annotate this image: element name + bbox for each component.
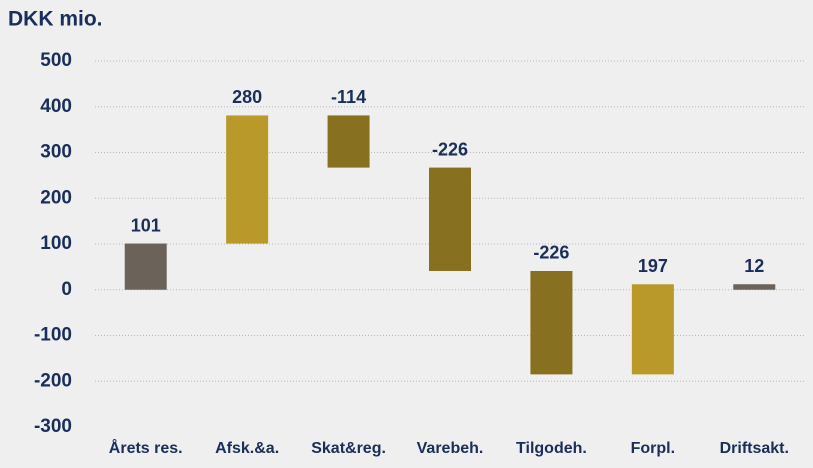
value-label: -226 (533, 243, 569, 263)
bar (124, 243, 167, 290)
value-label: -226 (432, 139, 468, 159)
x-tick-label: Tilgodeh. (516, 440, 587, 457)
x-tick-label: Skat&reg. (311, 440, 386, 457)
y-tick-label: -100 (34, 325, 72, 346)
bar (327, 115, 370, 168)
y-tick-label: -200 (34, 370, 72, 391)
bar (631, 284, 674, 375)
y-tick-label: 100 (40, 233, 72, 254)
y-tick-label: -300 (34, 416, 72, 437)
value-label: 280 (232, 87, 262, 107)
x-tick-label: Årets res. (109, 438, 183, 457)
value-label: 197 (638, 256, 668, 276)
value-label: 101 (131, 215, 161, 235)
bar (530, 270, 573, 375)
y-tick-label: 300 (40, 142, 72, 163)
y-tick-label: 400 (40, 96, 72, 117)
x-tick-label: Driftsakt. (720, 440, 789, 457)
bar (429, 167, 471, 271)
x-tick-label: Varebeh. (417, 440, 484, 457)
x-tick-label: Forpl. (631, 440, 675, 457)
bar (733, 284, 776, 290)
chart-title: DKK mio. (8, 8, 103, 31)
y-tick-label: 0 (61, 279, 72, 300)
y-tick-label: 500 (40, 50, 72, 71)
x-tick-label: Afsk.&a. (215, 440, 279, 457)
y-tick-label: 200 (40, 187, 72, 208)
value-label: -114 (331, 87, 366, 107)
value-label: 12 (744, 256, 764, 276)
bar (226, 115, 269, 244)
